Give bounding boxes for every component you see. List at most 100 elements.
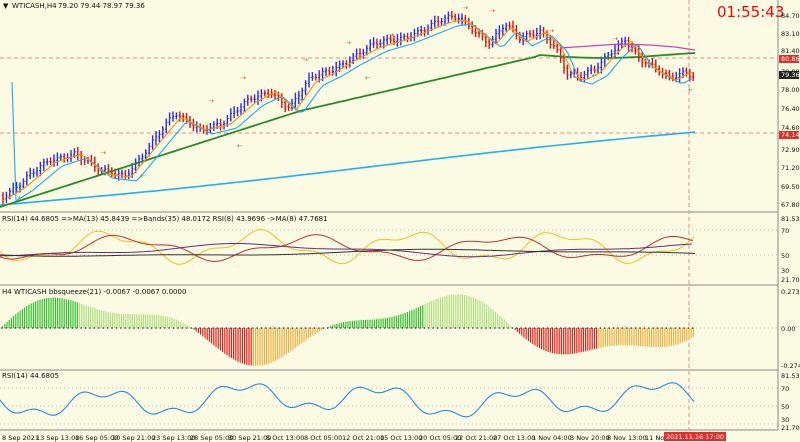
- squeeze-bar: [250, 328, 252, 366]
- squeeze-bar: [246, 328, 248, 365]
- squeeze-dot: [221, 327, 223, 329]
- squeeze-bar: [151, 314, 153, 328]
- squeeze-bar: [17, 312, 19, 328]
- squeeze-bar: [453, 294, 455, 328]
- squeeze-dot: [436, 327, 439, 329]
- squeeze-dot: [36, 327, 38, 329]
- squeeze-bar: [32, 302, 34, 328]
- squeeze-bar: [618, 328, 620, 346]
- fractal-down-icon: ⇠: [237, 142, 243, 150]
- squeeze-bar: [376, 319, 378, 328]
- squeeze-bar: [373, 319, 375, 328]
- squeeze-bar: [481, 301, 483, 328]
- squeeze-bar: [173, 318, 175, 328]
- time-label: 8 Sep 2021: [2, 434, 39, 442]
- squeeze-bar: [565, 328, 567, 355]
- squeeze-bar: [41, 299, 43, 328]
- squeeze-dot: [441, 327, 443, 329]
- squeeze-bar: [464, 294, 466, 328]
- squeeze-bar: [83, 304, 85, 328]
- squeeze-dot: [282, 327, 285, 329]
- squeeze-bar: [228, 328, 230, 357]
- fractal-down-icon: ⇠: [140, 172, 146, 180]
- squeeze-bar: [490, 308, 492, 328]
- squeeze-bar: [180, 321, 182, 328]
- squeeze-bar: [688, 328, 690, 340]
- fractal-up-icon: ⇢: [345, 39, 351, 47]
- fractal-down-icon: ⇠: [300, 96, 306, 104]
- squeeze-bar: [90, 307, 92, 328]
- squeeze-bar: [131, 314, 133, 328]
- squeeze-bar: [525, 328, 527, 340]
- squeeze-dot: [489, 327, 492, 329]
- current-time-tag: [664, 432, 726, 441]
- squeeze-bar: [435, 299, 437, 328]
- squeeze-bar: [541, 328, 543, 350]
- squeeze-dot: [18, 327, 21, 329]
- squeeze-bar: [558, 328, 560, 355]
- squeeze-dot: [406, 327, 408, 329]
- squeeze-dot: [247, 327, 250, 329]
- squeeze-bar: [334, 324, 336, 328]
- squeeze-bar: [684, 328, 686, 342]
- squeeze-bar: [534, 328, 536, 346]
- squeeze-bar: [549, 328, 551, 353]
- squeeze-bar: [585, 328, 587, 352]
- squeeze-bar: [538, 328, 540, 349]
- squeeze-bar: [283, 328, 285, 356]
- squeeze-bar: [200, 328, 202, 335]
- rsi-ma-title: RSI(14) 44.6805 =>MA(13) 45.8439 =>Bands…: [2, 215, 328, 223]
- squeeze-bar: [112, 312, 114, 328]
- squeeze-bar: [222, 328, 224, 353]
- rsi-ma-tick: 81.5355: [781, 215, 800, 223]
- squeeze-bar: [420, 306, 422, 328]
- squeeze-bar: [409, 311, 411, 328]
- ma-fast-line: [7, 19, 693, 199]
- squeeze-dot: [304, 327, 307, 329]
- squeeze-dot: [388, 327, 391, 329]
- squeeze-bar: [609, 328, 611, 347]
- squeeze-bar: [479, 300, 481, 328]
- ma-top-line: [559, 43, 696, 51]
- squeeze-dot: [199, 327, 201, 329]
- squeeze-dot: [665, 327, 668, 329]
- squeeze-bar: [646, 328, 648, 347]
- squeeze-dot: [238, 327, 241, 329]
- fractal-up-icon: ⇢: [100, 149, 106, 157]
- squeeze-bar: [57, 297, 59, 328]
- squeeze-dot: [155, 327, 157, 329]
- squeeze-bar: [459, 294, 461, 328]
- squeeze-dot: [120, 327, 122, 329]
- price-tick: 71.20: [781, 164, 800, 172]
- squeeze-bar: [686, 328, 688, 341]
- squeeze-bar: [76, 302, 78, 328]
- fractal-up-icon: ⇢: [388, 31, 394, 39]
- squeeze-bar: [356, 320, 358, 328]
- price-tick: 72.90: [781, 146, 800, 154]
- price-tag-top: [779, 55, 799, 63]
- squeeze-bar: [624, 328, 626, 346]
- squeeze-bar: [362, 320, 364, 328]
- squeeze-dot: [172, 327, 175, 329]
- squeeze-bar: [400, 314, 402, 328]
- fractal-down-icon: ⇠: [18, 194, 24, 202]
- squeeze-bar: [532, 328, 534, 345]
- squeeze-dot: [397, 327, 399, 329]
- squeeze-dot: [190, 327, 192, 329]
- squeeze-dot: [538, 327, 540, 329]
- squeeze-dot: [432, 327, 435, 329]
- time-label: 30 Sep 21:00: [228, 434, 271, 442]
- rsi-ma-tick: 21.7005: [781, 276, 800, 284]
- squeeze-bar: [329, 326, 331, 328]
- squeeze-bar: [266, 328, 268, 365]
- squeeze-bar: [202, 328, 204, 337]
- squeeze-bar: [494, 311, 496, 328]
- squeeze-bar: [116, 313, 118, 328]
- squeeze-title: H4 WTICASH bbsqueeze(21) -0.0067 -0.0067…: [2, 288, 186, 296]
- price-tick: 74.60: [781, 124, 800, 132]
- dropdown-arrow-icon[interactable]: ▼: [3, 2, 9, 10]
- squeeze-dot: [401, 327, 404, 329]
- squeeze-bar: [492, 309, 494, 328]
- squeeze-bar: [378, 319, 380, 328]
